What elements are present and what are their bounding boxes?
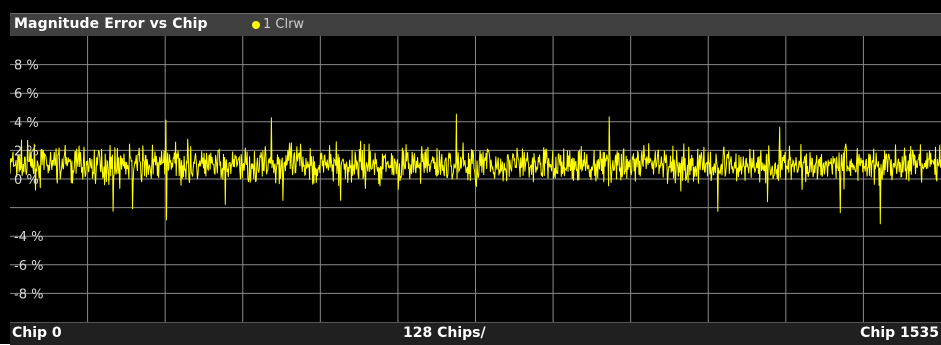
y-tick-label: 4 % [14,116,39,131]
y-tick-label: 6 % [14,87,39,102]
plot-area: 8 % 6 % 4 % 2 % 0 % -4 % -6 % -8 % [10,36,941,322]
trace-line [10,113,941,225]
title-bar: Magnitude Error vs Chip 1 Clrw [10,13,941,36]
x-start-label: Chip 0 [12,325,62,341]
y-tick-label: -4 % [14,230,43,245]
trace-label: 1 Clrw [263,17,305,32]
y-tick-label: -8 % [14,287,43,302]
x-axis-footer: Chip 0 128 Chips/ Chip 1535 [10,322,941,345]
y-tick-label: -6 % [14,259,43,274]
x-division-label: 128 Chips/ [403,325,486,341]
y-axis-labels: 8 % 6 % 4 % 2 % 0 % -4 % -6 % -8 % [14,59,43,303]
x-end-label: Chip 1535 [860,325,939,341]
chart-title: Magnitude Error vs Chip [14,16,208,32]
trace-series [10,113,941,225]
y-tick-label: 0 % [14,173,39,188]
y-tick-label: 8 % [14,59,39,74]
chart-svg: 8 % 6 % 4 % 2 % 0 % -4 % -6 % -8 % [10,36,941,322]
y-tick-label: 2 % [14,144,39,159]
trace-indicator-dot [252,21,260,29]
